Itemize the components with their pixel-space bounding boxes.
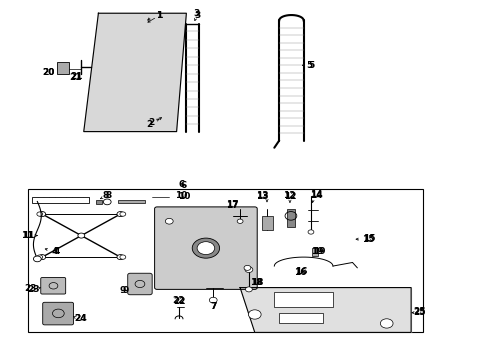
FancyBboxPatch shape	[41, 278, 66, 294]
FancyBboxPatch shape	[43, 302, 74, 325]
Bar	[118, 201, 145, 203]
Text: 7: 7	[210, 302, 217, 311]
FancyBboxPatch shape	[128, 273, 152, 295]
Circle shape	[165, 219, 173, 224]
Text: 25: 25	[414, 308, 426, 317]
Text: 14: 14	[310, 190, 322, 199]
Text: 9: 9	[122, 286, 128, 295]
Bar	[57, 62, 69, 74]
Text: 11: 11	[23, 231, 35, 240]
Text: 9: 9	[120, 286, 126, 295]
Text: 10: 10	[175, 191, 188, 200]
Text: 23: 23	[27, 285, 40, 294]
Text: 5: 5	[306, 62, 313, 71]
Text: 4: 4	[51, 247, 58, 256]
Text: 20: 20	[43, 68, 55, 77]
Circle shape	[248, 310, 261, 319]
Text: 15: 15	[364, 234, 376, 243]
Circle shape	[120, 212, 126, 216]
Circle shape	[37, 212, 43, 216]
Polygon shape	[84, 13, 186, 132]
Text: 22: 22	[172, 296, 184, 305]
Text: 25: 25	[414, 307, 426, 316]
Text: 16: 16	[295, 267, 307, 276]
Text: 2: 2	[147, 120, 153, 129]
Text: 21: 21	[69, 73, 82, 82]
Text: 12: 12	[283, 191, 295, 200]
Bar	[32, 197, 89, 203]
Text: 6: 6	[178, 180, 185, 189]
Circle shape	[192, 238, 220, 258]
Text: 23: 23	[24, 284, 37, 293]
Bar	[262, 216, 273, 230]
Text: 2: 2	[148, 118, 154, 127]
Text: 24: 24	[74, 314, 87, 323]
Bar	[274, 292, 333, 307]
Circle shape	[117, 255, 124, 260]
Circle shape	[244, 265, 251, 270]
Circle shape	[39, 255, 46, 260]
Text: 16: 16	[294, 268, 306, 277]
Text: 13: 13	[256, 191, 269, 200]
Circle shape	[120, 255, 126, 259]
Text: 15: 15	[362, 235, 374, 244]
Text: 3: 3	[193, 9, 199, 18]
Text: 1: 1	[156, 10, 163, 19]
Text: 8: 8	[105, 190, 111, 199]
Bar	[279, 313, 323, 323]
Text: 14: 14	[310, 191, 322, 200]
Circle shape	[245, 267, 253, 273]
Text: 17: 17	[226, 201, 239, 210]
Text: 6: 6	[181, 181, 187, 190]
Text: 17: 17	[226, 200, 239, 209]
Text: 5: 5	[308, 61, 314, 70]
Circle shape	[33, 256, 41, 262]
Circle shape	[209, 297, 217, 303]
Text: 20: 20	[42, 68, 54, 77]
Text: 8: 8	[102, 191, 109, 200]
Circle shape	[245, 287, 252, 292]
Bar	[313, 248, 318, 256]
Bar	[96, 200, 102, 204]
Bar	[287, 209, 295, 226]
Text: 10: 10	[178, 192, 190, 201]
Text: 24: 24	[74, 314, 87, 323]
Text: 21: 21	[70, 72, 83, 81]
Circle shape	[197, 242, 215, 255]
Text: 7: 7	[210, 302, 217, 311]
Circle shape	[78, 233, 85, 238]
Bar	[27, 189, 423, 332]
Text: 18: 18	[250, 278, 263, 287]
Circle shape	[308, 230, 314, 234]
Text: 19: 19	[313, 247, 325, 256]
Text: 1: 1	[156, 10, 163, 19]
Circle shape	[237, 219, 243, 224]
FancyBboxPatch shape	[155, 207, 257, 289]
Circle shape	[380, 319, 393, 328]
Text: 22: 22	[173, 297, 185, 306]
Text: 18: 18	[251, 278, 264, 287]
Text: 11: 11	[22, 231, 34, 240]
Circle shape	[39, 212, 46, 217]
Text: 19: 19	[311, 247, 323, 256]
Text: 13: 13	[256, 192, 269, 201]
Circle shape	[37, 255, 43, 259]
Text: 4: 4	[54, 247, 60, 256]
Circle shape	[117, 212, 124, 217]
Polygon shape	[240, 288, 411, 332]
Text: 12: 12	[284, 192, 296, 201]
Text: 3: 3	[195, 10, 201, 19]
